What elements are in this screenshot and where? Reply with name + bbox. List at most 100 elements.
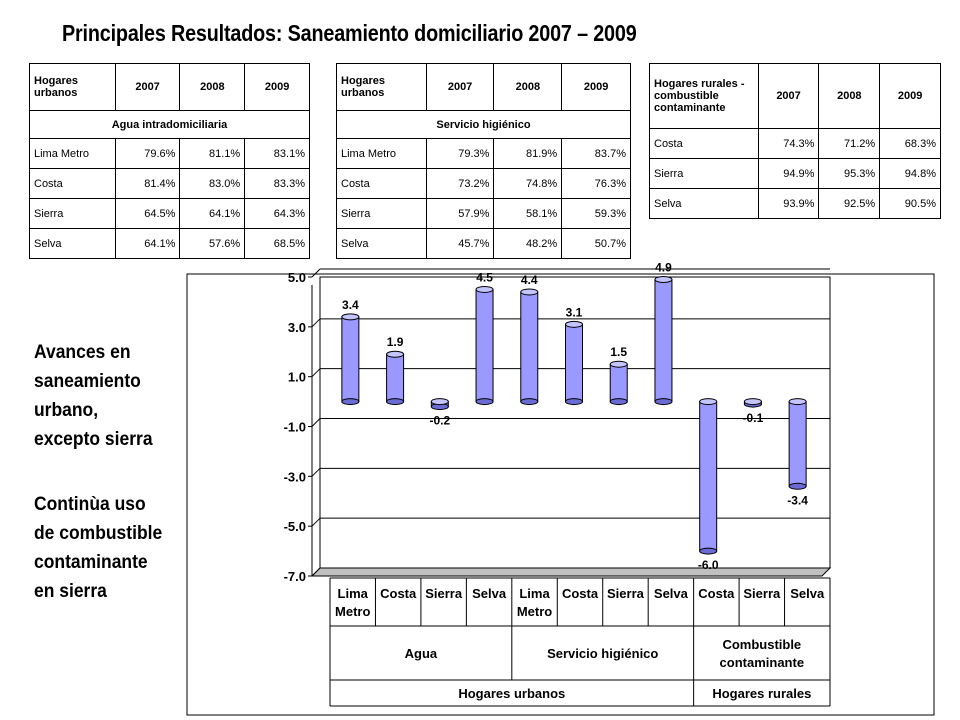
group-label: Combustible: [722, 637, 801, 652]
table-rurales: Hogares rurales - combustible contaminan…: [649, 63, 941, 219]
data-label: 3.4: [342, 298, 359, 312]
table-row: Costa 81.4% 83.0% 83.3%: [29, 168, 310, 199]
table-row: Lima Metro 79.6% 81.1% 83.1%: [29, 138, 310, 169]
table-agua: Hogares urbanos 2007 2008 2009 Agua intr…: [29, 63, 310, 259]
cell: 74.3%: [757, 128, 820, 159]
y-tick-label: -5.0: [284, 519, 306, 534]
category-label: Sierra: [743, 586, 781, 601]
y-tick-label: -3.0: [284, 469, 306, 484]
bar: [788, 401, 807, 487]
table-row: Costa 73.2% 74.8% 76.3%: [336, 168, 631, 199]
cell: 83.3%: [244, 168, 310, 199]
page-title: Principales Resultados: Saneamiento domi…: [62, 20, 637, 46]
data-label: -0.2: [429, 414, 450, 428]
gridline-side: [311, 517, 321, 527]
table-rurales-year: 2008: [818, 63, 881, 129]
y-tick-label: 5.0: [288, 270, 306, 285]
bar-top-cap: [699, 398, 718, 406]
bar-top-cap: [788, 398, 807, 406]
data-label: -3.4: [787, 493, 808, 507]
data-label: 4.5: [476, 270, 493, 284]
cell: 83.1%: [244, 138, 310, 169]
side-note-line: Avances en: [34, 342, 131, 363]
bar-top-cap: [430, 398, 449, 406]
row-label: Lima Metro: [29, 138, 116, 169]
cell: 73.2%: [425, 168, 495, 199]
cell: 83.7%: [561, 138, 631, 169]
row-label: Costa: [649, 128, 759, 159]
category-label: Costa: [698, 586, 735, 601]
cell: 59.3%: [561, 198, 631, 229]
category-label: Metro: [517, 604, 552, 619]
cell: 50.7%: [561, 228, 631, 259]
bar-top-cap: [743, 398, 762, 406]
bar-bottom-cap: [699, 547, 718, 555]
cell: 64.5%: [114, 198, 181, 229]
bar-top-cap: [654, 275, 673, 283]
table-rurales-year: 2009: [879, 63, 941, 129]
category-label: Selva: [654, 586, 689, 601]
table-rurales-head: Hogares rurales - combustible contaminan…: [649, 63, 759, 129]
table-higienico: Hogares urbanos 2007 2008 2009 Servicio …: [336, 63, 631, 259]
data-label: -6.0: [698, 558, 719, 572]
side-note-line: contaminante: [34, 552, 148, 573]
y-tick-label: 3.0: [288, 320, 306, 335]
side-note-combustible: Continùa uso de combustible contaminante…: [34, 490, 162, 606]
bar-bottom-cap: [520, 398, 539, 406]
bar-top-cap: [520, 288, 539, 296]
category-label: Lima: [519, 586, 550, 601]
group-label: contaminante: [720, 655, 805, 670]
row-label: Selva: [29, 228, 116, 259]
supergroup-label: Hogares rurales: [712, 686, 811, 701]
category-label: Costa: [562, 586, 599, 601]
bar-bottom-cap: [475, 398, 494, 406]
cell: 45.7%: [425, 228, 495, 259]
bar-top-cap: [341, 313, 360, 321]
table-row: Sierra 57.9% 58.1% 59.3%: [336, 198, 631, 229]
row-label: Selva: [649, 188, 759, 219]
gridline-side: [311, 368, 321, 378]
gridline-side: [311, 418, 321, 427]
side-note-line: de combustible: [34, 523, 163, 544]
bar-bottom-cap: [654, 398, 673, 406]
data-label: -0.1: [743, 411, 764, 425]
bar-top-cap: [565, 320, 583, 328]
group-label: Servicio higiénico: [547, 646, 658, 661]
cell: 79.6%: [114, 138, 181, 169]
side-note-line: Continùa uso: [34, 494, 146, 515]
side-note-line: saneamiento: [34, 371, 141, 392]
cell: 64.1%: [114, 228, 181, 259]
data-label: 3.1: [566, 305, 583, 319]
data-label: 4.4: [521, 273, 538, 287]
gridline-side: [311, 318, 321, 328]
y-tick-label: 1.0: [288, 370, 306, 385]
data-label: 1.5: [610, 345, 627, 359]
side-note-avances: Avances en saneamiento urbano, excepto s…: [34, 338, 153, 454]
table-agua-year: 2009: [244, 63, 310, 111]
side-note-line: en sierra: [34, 581, 107, 602]
supergroup-label: Hogares urbanos: [458, 686, 565, 701]
cell: 64.3%: [244, 198, 310, 229]
bar-bottom-cap: [788, 482, 807, 490]
bar-top-cap: [386, 350, 405, 358]
bar-top-cap: [609, 360, 628, 368]
side-note-line: urbano,: [34, 400, 99, 421]
cell: 94.8%: [879, 158, 941, 189]
category-label: Sierra: [425, 586, 463, 601]
bar-bottom-cap: [386, 398, 405, 406]
bar: [609, 363, 628, 403]
bar: [386, 353, 405, 403]
bar-top-cap: [475, 285, 494, 293]
cell: 90.5%: [879, 188, 941, 219]
side-note-line: excepto sierra: [34, 429, 153, 450]
bar: [565, 323, 583, 403]
row-label: Sierra: [336, 198, 427, 229]
category-label: Selva: [790, 586, 825, 601]
table-higienico-section: Servicio higiénico: [336, 110, 631, 139]
category-label: Sierra: [607, 586, 645, 601]
category-label: Metro: [335, 604, 370, 619]
bar-bottom-cap: [609, 398, 628, 406]
chart-floor: [310, 567, 832, 577]
y-tick-label: -1.0: [284, 420, 306, 435]
bar-bottom-cap: [341, 398, 360, 406]
